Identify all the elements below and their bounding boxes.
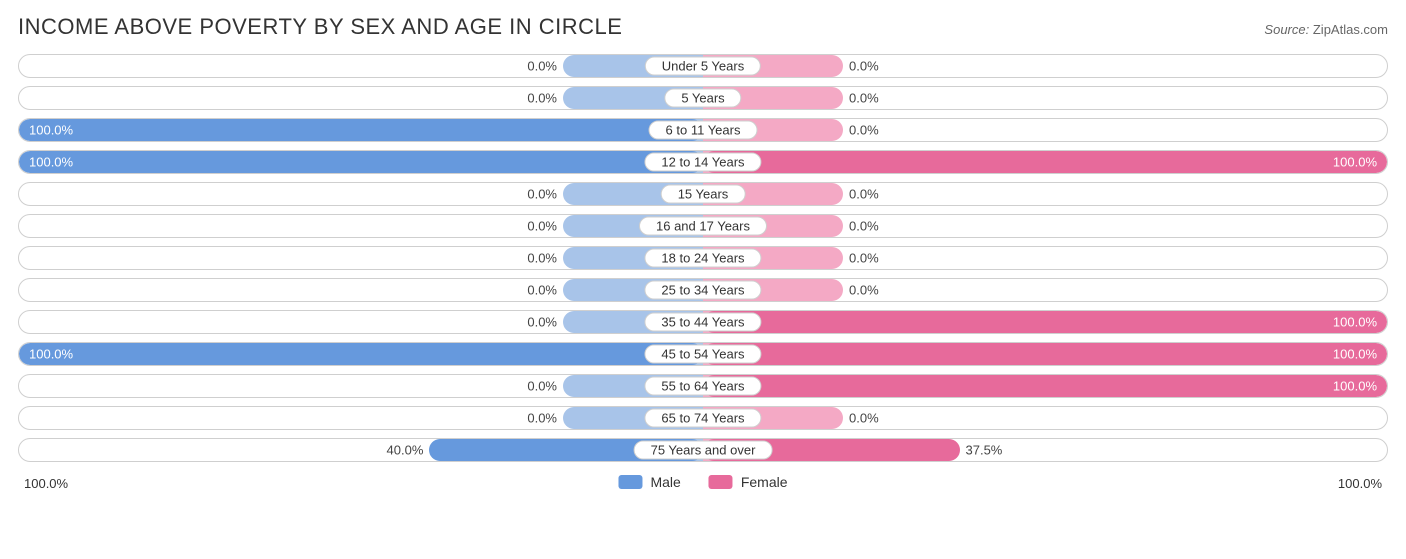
chart-row: 0.0% 0.0% 16 and 17 Years bbox=[18, 214, 1388, 238]
female-value: 0.0% bbox=[849, 123, 879, 138]
female-value: 100.0% bbox=[1323, 379, 1387, 394]
chart-footer: 100.0% Male Female 100.0% bbox=[18, 470, 1388, 500]
female-bar bbox=[703, 311, 1387, 333]
male-value: 0.0% bbox=[527, 91, 557, 106]
female-value: 0.0% bbox=[849, 59, 879, 74]
category-label: Under 5 Years bbox=[645, 57, 761, 76]
male-bar bbox=[19, 343, 703, 365]
chart-row: 100.0% 100.0% 45 to 54 Years bbox=[18, 342, 1388, 366]
chart-title: INCOME ABOVE POVERTY BY SEX AND AGE IN C… bbox=[18, 14, 622, 40]
male-value: 0.0% bbox=[527, 379, 557, 394]
male-value: 0.0% bbox=[527, 251, 557, 266]
category-label: 45 to 54 Years bbox=[644, 345, 761, 364]
source-label: Source: bbox=[1264, 22, 1309, 37]
male-value: 0.0% bbox=[527, 59, 557, 74]
female-bar bbox=[703, 375, 1387, 397]
female-bar bbox=[703, 343, 1387, 365]
axis-max-right: 100.0% bbox=[1338, 476, 1382, 491]
male-value: 0.0% bbox=[527, 219, 557, 234]
male-value: 100.0% bbox=[19, 155, 83, 170]
male-value: 0.0% bbox=[527, 187, 557, 202]
female-value: 0.0% bbox=[849, 283, 879, 298]
category-label: 16 and 17 Years bbox=[639, 217, 767, 236]
male-value: 0.0% bbox=[527, 411, 557, 426]
chart-row: 100.0% 100.0% 12 to 14 Years bbox=[18, 150, 1388, 174]
female-bar bbox=[703, 151, 1387, 173]
legend-swatch-female bbox=[709, 475, 733, 489]
source-attribution: Source: ZipAtlas.com bbox=[1264, 22, 1388, 37]
category-label: 65 to 74 Years bbox=[644, 409, 761, 428]
category-label: 55 to 64 Years bbox=[644, 377, 761, 396]
female-value: 0.0% bbox=[849, 411, 879, 426]
female-value: 37.5% bbox=[966, 443, 1003, 458]
source-value: ZipAtlas.com bbox=[1313, 22, 1388, 37]
female-value: 100.0% bbox=[1323, 155, 1387, 170]
male-value: 0.0% bbox=[527, 283, 557, 298]
male-value: 100.0% bbox=[19, 347, 83, 362]
chart-row: 0.0% 100.0% 35 to 44 Years bbox=[18, 310, 1388, 334]
chart-row: 0.0% 0.0% 25 to 34 Years bbox=[18, 278, 1388, 302]
chart-row: 0.0% 0.0% 18 to 24 Years bbox=[18, 246, 1388, 270]
category-label: 15 Years bbox=[661, 185, 746, 204]
category-label: 6 to 11 Years bbox=[649, 121, 758, 140]
legend-swatch-male bbox=[618, 475, 642, 489]
female-value: 100.0% bbox=[1323, 315, 1387, 330]
legend-label-female: Female bbox=[741, 474, 788, 490]
category-label: 12 to 14 Years bbox=[644, 153, 761, 172]
category-label: 5 Years bbox=[664, 89, 741, 108]
diverging-bar-chart: 0.0% 0.0% Under 5 Years 0.0% 0.0% 5 Years 100.… bbox=[18, 54, 1388, 462]
chart-row: 0.0% 100.0% 55 to 64 Years bbox=[18, 374, 1388, 398]
legend: Male Female bbox=[618, 474, 787, 490]
axis-max-left: 100.0% bbox=[24, 476, 68, 491]
male-bar bbox=[19, 151, 703, 173]
female-value: 0.0% bbox=[849, 219, 879, 234]
legend-female: Female bbox=[709, 474, 788, 490]
chart-row: 0.0% 0.0% 15 Years bbox=[18, 182, 1388, 206]
male-bar bbox=[19, 119, 703, 141]
category-label: 18 to 24 Years bbox=[644, 249, 761, 268]
male-value: 40.0% bbox=[387, 443, 424, 458]
chart-header: INCOME ABOVE POVERTY BY SEX AND AGE IN C… bbox=[18, 14, 1388, 40]
category-label: 75 Years and over bbox=[634, 441, 773, 460]
female-value: 100.0% bbox=[1323, 347, 1387, 362]
legend-male: Male bbox=[618, 474, 680, 490]
male-value: 0.0% bbox=[527, 315, 557, 330]
chart-row: 40.0% 37.5% 75 Years and over bbox=[18, 438, 1388, 462]
female-value: 0.0% bbox=[849, 251, 879, 266]
male-value: 100.0% bbox=[19, 123, 83, 138]
category-label: 25 to 34 Years bbox=[644, 281, 761, 300]
chart-row: 0.0% 0.0% 65 to 74 Years bbox=[18, 406, 1388, 430]
female-value: 0.0% bbox=[849, 91, 879, 106]
chart-row: 0.0% 0.0% 5 Years bbox=[18, 86, 1388, 110]
legend-label-male: Male bbox=[650, 474, 680, 490]
chart-row: 100.0% 0.0% 6 to 11 Years bbox=[18, 118, 1388, 142]
female-value: 0.0% bbox=[849, 187, 879, 202]
chart-row: 0.0% 0.0% Under 5 Years bbox=[18, 54, 1388, 78]
category-label: 35 to 44 Years bbox=[644, 313, 761, 332]
